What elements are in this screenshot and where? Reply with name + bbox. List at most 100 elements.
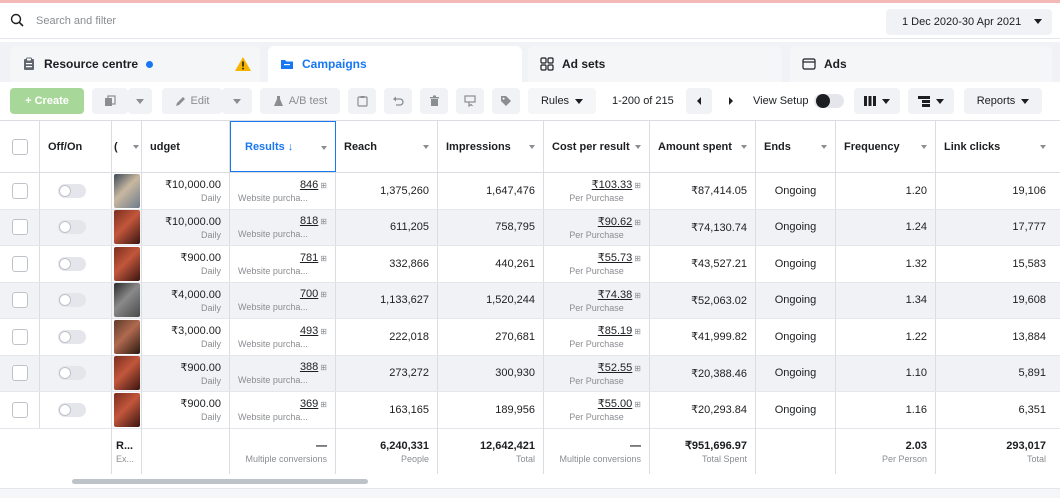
campaign-toggle[interactable] xyxy=(58,329,86,344)
tab-campaigns[interactable]: Campaigns xyxy=(268,46,522,82)
table-row[interactable]: ₹4,000.00 Daily 700 ⊞ Website purcha... 1,133… xyxy=(0,282,1060,319)
column-header-results[interactable]: Results ↓ xyxy=(230,121,336,172)
row-budget-cell[interactable]: ₹10,000.00 Daily xyxy=(142,209,230,245)
table-row[interactable]: ₹900.00 Daily 388 ⊞ Website purcha... 273,272… xyxy=(0,355,1060,392)
table-row[interactable]: ₹10,000.00 Daily 846 ⊞ Website purcha... 1,37… xyxy=(0,173,1060,210)
row-thumbnail-cell[interactable] xyxy=(112,355,142,391)
row-checkbox[interactable] xyxy=(11,219,28,236)
campaign-toggle[interactable] xyxy=(58,183,86,198)
totals-empty-cell xyxy=(40,428,112,474)
row-amount-cell: ₹87,414.05 xyxy=(650,173,756,209)
column-header-frequency[interactable]: Frequency xyxy=(836,121,936,172)
column-header-impressions[interactable]: Impressions xyxy=(438,121,544,172)
row-checkbox[interactable] xyxy=(11,255,28,272)
results-value-link[interactable]: 818 xyxy=(299,215,319,228)
row-checkbox[interactable] xyxy=(11,292,28,309)
results-value-link[interactable]: 700 xyxy=(299,288,319,301)
campaign-toggle[interactable] xyxy=(58,220,86,235)
cpr-value-link[interactable]: ₹55.73 xyxy=(597,252,633,265)
horizontal-scrollbar-thumb[interactable] xyxy=(72,479,368,484)
top-accent-line xyxy=(0,0,1060,3)
preview-button[interactable] xyxy=(456,88,484,114)
duplicate-button[interactable] xyxy=(92,88,128,114)
row-checkbox[interactable] xyxy=(11,182,28,199)
row-checkbox[interactable] xyxy=(11,401,28,418)
row-checkbox[interactable] xyxy=(11,365,28,382)
cpr-value-link[interactable]: ₹52.55 xyxy=(597,361,633,374)
row-thumbnail-cell[interactable] xyxy=(112,392,142,428)
next-page-button[interactable] xyxy=(718,88,744,114)
create-button[interactable]: + Create xyxy=(10,88,84,114)
reports-button[interactable]: Reports xyxy=(964,88,1042,114)
campaign-toggle[interactable] xyxy=(58,366,86,381)
results-value-link[interactable]: 846 xyxy=(299,178,319,191)
reach-value: 1,375,260 xyxy=(380,184,429,197)
tab-ad-sets[interactable]: Ad sets xyxy=(528,46,782,82)
table-row[interactable]: ₹900.00 Daily 781 ⊞ Website purcha... 332,866… xyxy=(0,246,1060,283)
ad-thumbnail xyxy=(114,392,140,427)
select-all-checkbox[interactable] xyxy=(11,138,28,155)
column-header-name[interactable]: ( xyxy=(112,121,142,172)
horizontal-scrollbar[interactable] xyxy=(0,476,1060,486)
row-thumbnail-cell[interactable] xyxy=(112,319,142,355)
columns-button[interactable] xyxy=(854,88,900,114)
row-budget-cell[interactable]: ₹900.00 Daily xyxy=(142,355,230,391)
undo-button[interactable] xyxy=(384,88,412,114)
table-row[interactable]: ₹900.00 Daily 369 ⊞ Website purcha... 163,165… xyxy=(0,392,1060,429)
edit-dropdown[interactable] xyxy=(222,88,252,114)
ads-square-icon xyxy=(802,58,816,70)
rules-button[interactable]: Rules xyxy=(528,88,596,114)
budget-value: ₹900.00 xyxy=(180,252,221,265)
breakdown-icon xyxy=(918,95,930,107)
date-range-picker[interactable]: 1 Dec 2020-30 Apr 2021 xyxy=(886,9,1052,35)
campaign-toggle[interactable] xyxy=(58,402,86,417)
column-header-ends[interactable]: Ends xyxy=(756,121,836,172)
row-ends-cell: Ongoing xyxy=(756,209,836,245)
row-budget-cell[interactable]: ₹900.00 Daily xyxy=(142,392,230,428)
results-value-link[interactable]: 369 xyxy=(299,397,319,410)
chevron-down-icon xyxy=(741,145,747,149)
warning-icon[interactable] xyxy=(234,56,252,72)
cpr-value-link[interactable]: ₹90.62 xyxy=(597,215,633,228)
row-budget-cell[interactable]: ₹4,000.00 Daily xyxy=(142,282,230,318)
results-value-link[interactable]: 493 xyxy=(299,324,319,337)
row-thumbnail-cell[interactable] xyxy=(112,246,142,282)
cpr-value-link[interactable]: ₹85.19 xyxy=(597,325,633,338)
column-header-cost-per-result[interactable]: Cost per result xyxy=(544,121,650,172)
duplicate-dropdown[interactable] xyxy=(128,88,152,114)
row-budget-cell[interactable]: ₹900.00 Daily xyxy=(142,246,230,282)
campaign-toggle[interactable] xyxy=(58,293,86,308)
clipboard-button[interactable] xyxy=(348,88,376,114)
results-value-link[interactable]: 388 xyxy=(299,361,319,374)
results-value-link[interactable]: 781 xyxy=(299,251,319,264)
row-thumbnail-cell[interactable] xyxy=(112,209,142,245)
search-input[interactable] xyxy=(36,11,636,31)
campaign-toggle[interactable] xyxy=(58,256,86,271)
row-checkbox[interactable] xyxy=(11,328,28,345)
ab-test-button[interactable]: A/B test xyxy=(260,88,340,114)
row-thumbnail-cell[interactable] xyxy=(112,282,142,318)
totals-amount: ₹951,696.97 xyxy=(684,440,747,452)
delete-button[interactable] xyxy=(420,88,448,114)
cpr-value-link[interactable]: ₹103.33 xyxy=(591,179,633,192)
header-select-all[interactable] xyxy=(0,121,40,172)
column-header-reach[interactable]: Reach xyxy=(336,121,438,172)
row-budget-cell[interactable]: ₹10,000.00 Daily xyxy=(142,173,230,209)
table-row[interactable]: ₹10,000.00 Daily 818 ⊞ Website purcha... 611,… xyxy=(0,209,1060,246)
view-setup-toggle[interactable] xyxy=(814,94,844,108)
tag-button[interactable] xyxy=(492,88,520,114)
column-header-budget[interactable]: udget xyxy=(142,121,230,172)
tab-ads[interactable]: Ads xyxy=(790,46,1052,82)
column-header-link-clicks[interactable]: Link clicks xyxy=(936,121,1060,172)
column-header-onoff[interactable]: Off/On xyxy=(40,121,112,172)
cpr-value-link[interactable]: ₹74.38 xyxy=(597,288,633,301)
column-header-amount-spent[interactable]: Amount spent xyxy=(650,121,756,172)
cpr-value-link[interactable]: ₹55.00 xyxy=(597,398,633,411)
breakdown-button[interactable] xyxy=(908,88,954,114)
row-thumbnail-cell[interactable] xyxy=(112,173,142,209)
table-row[interactable]: ₹3,000.00 Daily 493 ⊞ Website purcha... 222,0… xyxy=(0,319,1060,356)
previous-page-button[interactable] xyxy=(686,88,712,114)
edit-button[interactable]: Edit xyxy=(162,88,222,114)
row-budget-cell[interactable]: ₹3,000.00 Daily xyxy=(142,319,230,355)
tab-resource-centre[interactable]: Resource centre xyxy=(10,46,260,82)
